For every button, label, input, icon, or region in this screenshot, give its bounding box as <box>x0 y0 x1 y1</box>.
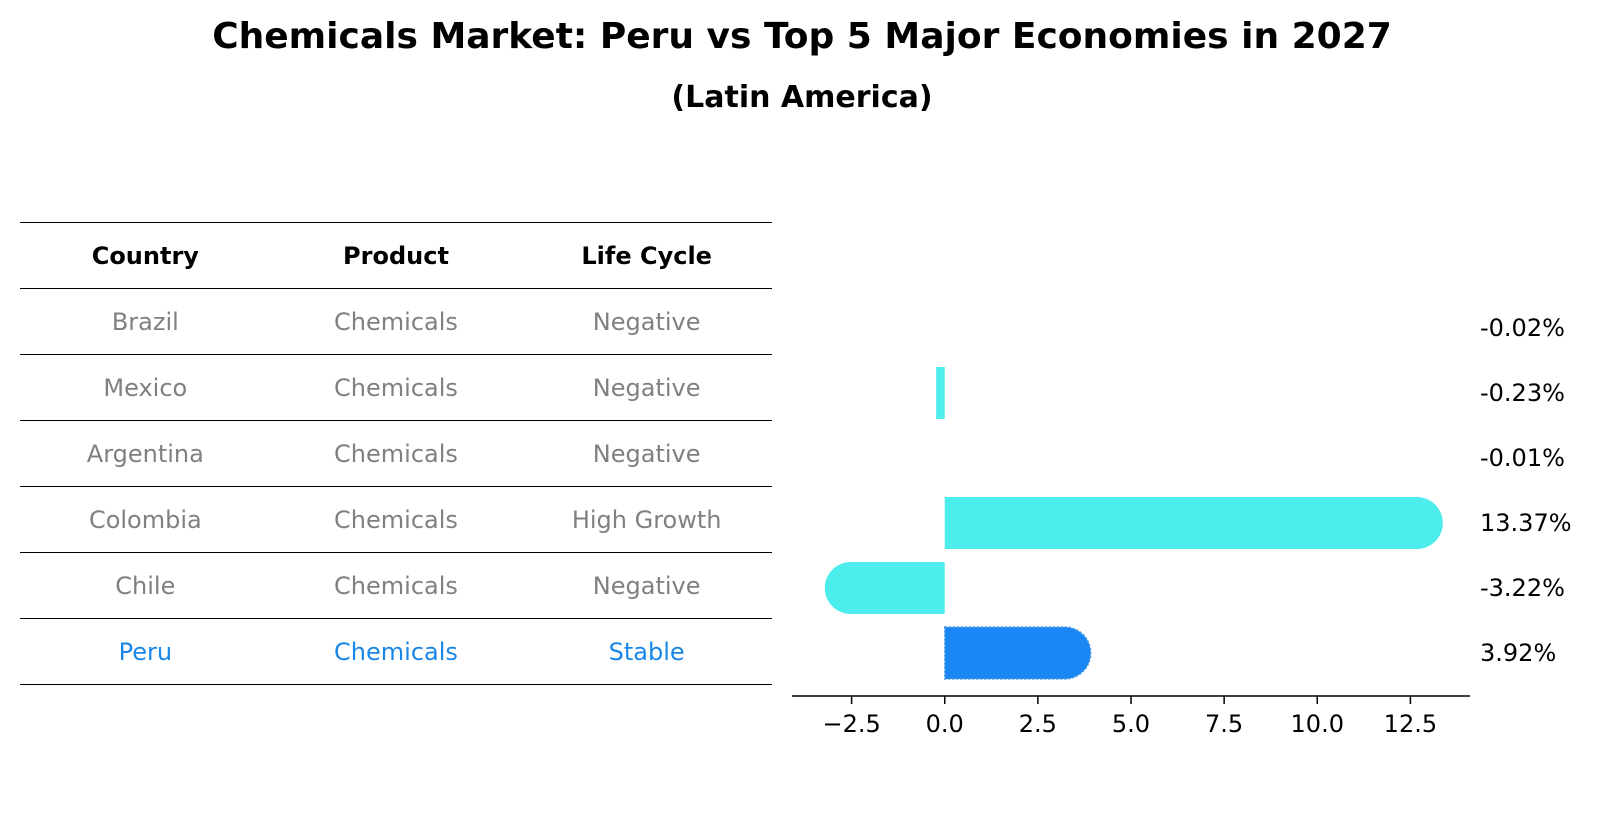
table-row: Brazil Chemicals Negative <box>20 288 772 355</box>
column-header-product: Product <box>270 222 522 289</box>
product-cell: Chemicals <box>270 288 522 355</box>
bar-colombia <box>944 497 1443 549</box>
bar-mexico <box>936 367 945 419</box>
chart-title: Chemicals Market: Peru vs Top 5 Major Ec… <box>212 16 1392 57</box>
product-cell: Chemicals <box>270 552 522 619</box>
country-cell: Brazil <box>20 288 271 355</box>
life-cycle-table: Country Product Life Cycle Brazil Chemic… <box>20 222 772 685</box>
value-label-mexico: -0.23% <box>1480 379 1565 407</box>
bar-peru <box>943 626 1092 680</box>
country-cell: Argentina <box>20 420 271 487</box>
life-cycle-cell: Negative <box>521 354 772 421</box>
value-label-peru: 3.92% <box>1480 639 1556 667</box>
x-tick-label: 5.0 <box>1112 710 1150 738</box>
x-tick-label: 2.5 <box>1019 710 1057 738</box>
table-row: Mexico Chemicals Negative <box>20 354 772 421</box>
x-tick-label: 7.5 <box>1205 710 1243 738</box>
product-cell: Chemicals <box>270 354 522 421</box>
life-cycle-cell: Stable <box>521 618 772 685</box>
product-cell: Chemicals <box>270 486 522 553</box>
table-row: Chile Chemicals Negative <box>20 552 772 619</box>
column-header-life-cycle: Life Cycle <box>521 222 772 289</box>
value-label-brazil: -0.02% <box>1480 314 1565 342</box>
column-header-country: Country <box>20 222 271 289</box>
table-header-row: Country Product Life Cycle <box>20 222 772 289</box>
table-row-highlight: Peru Chemicals Stable <box>20 618 772 685</box>
x-tick-label: 12.5 <box>1384 710 1437 738</box>
country-cell: Mexico <box>20 354 271 421</box>
value-label-colombia: 13.37% <box>1480 509 1572 537</box>
life-cycle-cell: Negative <box>521 552 772 619</box>
table-row: Colombia Chemicals High Growth <box>20 486 772 553</box>
x-tick-label: 0.0 <box>926 710 964 738</box>
product-cell: Chemicals <box>270 618 522 685</box>
country-cell: Colombia <box>20 486 271 553</box>
chart-subtitle: (Latin America) <box>671 80 933 115</box>
product-cell: Chemicals <box>270 420 522 487</box>
value-label-chile: -3.22% <box>1480 574 1565 602</box>
table-row: Argentina Chemicals Negative <box>20 420 772 487</box>
x-tick-label: 10.0 <box>1291 710 1344 738</box>
life-cycle-cell: Negative <box>521 420 772 487</box>
life-cycle-cell: High Growth <box>521 486 772 553</box>
country-cell: Chile <box>20 552 271 619</box>
life-cycle-cell: Negative <box>521 288 772 355</box>
country-cell: Peru <box>20 618 271 685</box>
x-tick-label: −2.5 <box>822 710 880 738</box>
bar-chile <box>824 562 945 614</box>
value-label-argentina: -0.01% <box>1480 444 1565 472</box>
